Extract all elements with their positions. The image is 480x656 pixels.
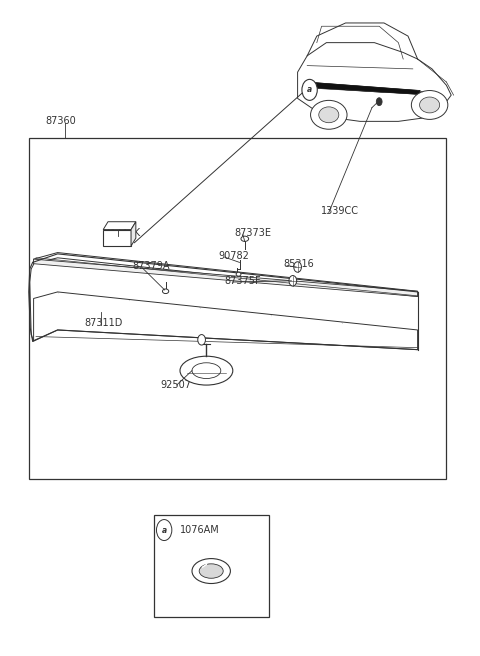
Ellipse shape bbox=[319, 107, 339, 123]
Bar bbox=[154, 515, 269, 617]
Text: 87379A: 87379A bbox=[132, 261, 169, 272]
Circle shape bbox=[198, 335, 205, 345]
Text: 87375F: 87375F bbox=[225, 276, 261, 286]
Bar bbox=[103, 230, 131, 246]
Bar bbox=[29, 138, 446, 479]
Text: 87360: 87360 bbox=[46, 116, 76, 127]
Circle shape bbox=[156, 520, 172, 541]
Text: a: a bbox=[307, 85, 312, 94]
Polygon shape bbox=[103, 222, 136, 230]
Polygon shape bbox=[131, 222, 136, 246]
Ellipse shape bbox=[180, 356, 233, 385]
Ellipse shape bbox=[199, 564, 223, 579]
Circle shape bbox=[294, 262, 301, 272]
Text: 1339CC: 1339CC bbox=[321, 206, 359, 216]
Text: 87373E: 87373E bbox=[234, 228, 271, 238]
Ellipse shape bbox=[236, 272, 241, 276]
Ellipse shape bbox=[192, 559, 230, 584]
Ellipse shape bbox=[411, 91, 448, 119]
Polygon shape bbox=[34, 253, 418, 297]
Polygon shape bbox=[34, 259, 418, 297]
Text: 87311D: 87311D bbox=[84, 318, 122, 329]
Ellipse shape bbox=[162, 289, 169, 293]
Polygon shape bbox=[307, 82, 420, 94]
Circle shape bbox=[376, 98, 382, 106]
Ellipse shape bbox=[192, 363, 221, 379]
Circle shape bbox=[289, 276, 297, 286]
Ellipse shape bbox=[311, 100, 347, 129]
Text: 90782: 90782 bbox=[218, 251, 249, 261]
Circle shape bbox=[302, 79, 317, 100]
Text: 1076AM: 1076AM bbox=[180, 525, 220, 535]
Polygon shape bbox=[34, 292, 418, 350]
Text: a: a bbox=[162, 525, 167, 535]
Polygon shape bbox=[298, 43, 451, 121]
Text: 84743K: 84743K bbox=[103, 228, 140, 238]
Ellipse shape bbox=[420, 97, 440, 113]
Text: 92507: 92507 bbox=[161, 380, 192, 390]
Text: 85316: 85316 bbox=[283, 259, 314, 270]
Ellipse shape bbox=[241, 236, 249, 241]
